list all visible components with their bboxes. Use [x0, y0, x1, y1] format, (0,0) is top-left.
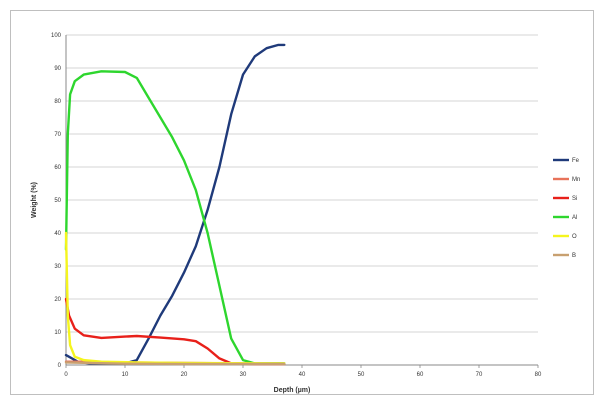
series-line-b: [64, 361, 286, 366]
chart-frame: [10, 10, 594, 395]
x-axis-title: Depth (µm): [274, 387, 311, 394]
series-line-si: [64, 297, 286, 366]
y-tick-label: 100: [51, 33, 62, 39]
x-tick-label: 60: [417, 372, 424, 378]
legend-label-fe: Fe: [572, 158, 580, 164]
y-tick-label: 40: [54, 231, 61, 237]
y-tick-label: 60: [54, 165, 61, 171]
series-line-fe: [64, 43, 286, 365]
x-tick-label: 50: [358, 372, 365, 378]
x-tick-label: 40: [299, 372, 306, 378]
y-tick-label: 90: [54, 66, 61, 72]
y-tick-label: 0: [58, 363, 62, 369]
y-tick-label: 70: [54, 132, 61, 138]
series-line-al: [64, 70, 286, 365]
y-axis-ticks: 0 10 20 30 40 50 60 70 80 90 100: [51, 33, 62, 369]
legend-label-al: Al: [572, 215, 577, 221]
legend-label-mn: Mn: [572, 177, 580, 183]
x-tick-label: 10: [122, 372, 129, 378]
legend-label-b: B: [572, 253, 576, 259]
legend: Fe Mn Si Al O B: [553, 158, 580, 259]
x-axis-ticks: 0 10 20 30 40 50 60 70 80: [64, 365, 542, 378]
y-tick-label: 30: [54, 264, 61, 270]
x-tick-label: 20: [181, 372, 188, 378]
y-axis-title: Weight (%): [31, 182, 38, 218]
x-tick-label: 30: [240, 372, 247, 378]
y-tick-label: 10: [54, 330, 61, 336]
y-tick-label: 50: [54, 198, 61, 204]
legend-label-o: O: [572, 234, 577, 240]
y-tick-label: 80: [54, 99, 61, 105]
x-tick-label: 70: [476, 372, 483, 378]
x-tick-label: 80: [535, 372, 542, 378]
x-tick-label: 0: [64, 372, 68, 378]
legend-label-si: Si: [572, 196, 577, 202]
y-tick-label: 20: [54, 297, 61, 303]
gridlines: [66, 34, 538, 366]
series-lines: [64, 43, 286, 366]
series-line-o: [64, 231, 286, 365]
